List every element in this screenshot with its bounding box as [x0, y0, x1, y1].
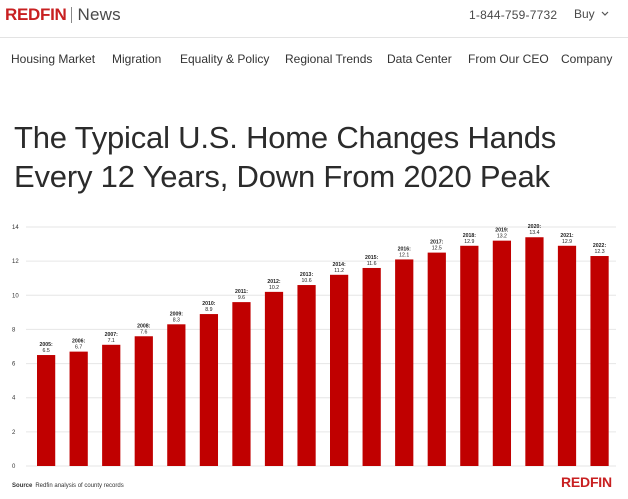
bar-value-label: 7.1 — [108, 338, 115, 344]
nav-item-data-center[interactable]: Data Center — [387, 52, 452, 66]
y-tick-label: 2 — [12, 430, 16, 436]
bar-year-label: 2014: — [332, 262, 346, 268]
chevron-down-icon — [601, 11, 609, 16]
chart-source: Source Redfin analysis of county records — [12, 483, 124, 489]
bar-value-label: 6.5 — [43, 348, 50, 354]
buy-menu-button[interactable]: Buy — [574, 7, 609, 21]
bar — [37, 355, 56, 466]
bar-year-label: 2011: — [235, 289, 248, 295]
y-tick-label: 12 — [12, 259, 19, 265]
nav-item-from-our-ceo[interactable]: From Our CEO — [468, 52, 549, 66]
bar-value-label: 13.4 — [529, 230, 539, 236]
bar-year-label: 2016: — [398, 246, 412, 252]
chart-redfin-logo: REDFIN — [561, 474, 612, 490]
nav-item-housing-market[interactable]: Housing Market — [11, 52, 96, 66]
bar — [362, 267, 381, 466]
source-label: Source — [12, 483, 33, 489]
y-tick-label: 10 — [12, 293, 19, 299]
bar-year-label: 2022: — [593, 243, 607, 249]
bar — [492, 240, 512, 466]
bar — [102, 344, 121, 466]
bar — [199, 314, 219, 466]
bar-year-label: 2017: — [430, 240, 444, 246]
bar — [557, 245, 577, 466]
bar-chart: 0 2 4 6 8 10 12 14 2005:6.5 2006:6.7 2007:7.1 2008:… — [12, 224, 616, 470]
y-tick-label: 6 — [12, 362, 16, 368]
bar — [427, 252, 446, 466]
bar — [69, 351, 88, 466]
top-header: REDFIN News 1-844-759-7732 Buy — [0, 0, 628, 30]
bar-year-label: 2018: — [463, 233, 477, 239]
nav-item-regional-trends[interactable]: Regional Trends — [285, 52, 373, 66]
bar-year-label: 2012: — [267, 279, 281, 285]
phone-link[interactable]: 1-844-759-7732 — [469, 8, 558, 22]
bar-value-label: 11.6 — [367, 261, 377, 267]
bar-year-label: 2013: — [300, 272, 314, 278]
bar-value-label: 7.6 — [140, 329, 147, 335]
bar-value-label: 8.9 — [205, 307, 212, 313]
bar — [525, 237, 544, 466]
main-nav: Housing Market Migration Equality & Poli… — [0, 50, 628, 70]
bar — [297, 285, 316, 466]
redfin-logo-text: REDFIN — [5, 5, 67, 24]
logo-divider — [71, 7, 73, 23]
nav-item-company[interactable]: Company — [561, 52, 613, 66]
bar — [590, 256, 609, 466]
news-section-label: News — [77, 5, 121, 24]
bar-year-label: 2021: — [560, 233, 574, 239]
bar-value-label: 13.2 — [497, 234, 507, 240]
bar — [395, 259, 414, 466]
nav-item-equality-policy[interactable]: Equality & Policy — [180, 52, 270, 66]
bar-year-label: 2015: — [365, 255, 379, 261]
bar-year-label: 2008: — [137, 323, 151, 329]
bar-value-label: 10.2 — [269, 285, 279, 291]
bar-year-label: 2010: — [202, 301, 216, 307]
bar-value-label: 8.3 — [173, 317, 180, 323]
bar-value-label: 12.5 — [432, 246, 442, 252]
bar-year-label: 2019: — [495, 228, 509, 234]
bar — [330, 274, 349, 466]
bar-year-label: 2006: — [72, 339, 86, 345]
source-text: Redfin analysis of county records — [35, 483, 124, 489]
bar — [264, 291, 284, 466]
chart-container: 0 2 4 6 8 10 12 14 2005: 6.5 2006: 6.7 2007: 7.1 2008:… — [0, 215, 628, 499]
bar — [134, 336, 153, 466]
bar-year-label: 2005: — [39, 342, 53, 348]
header-divider — [0, 37, 628, 38]
bar — [167, 324, 186, 466]
redfin-news-logo[interactable]: REDFIN News — [5, 4, 121, 26]
bar-value-label: 11.2 — [334, 268, 344, 274]
bar-value-label: 12.9 — [464, 239, 474, 245]
bar — [460, 245, 479, 466]
bar — [232, 302, 251, 466]
bar-value-label: 12.3 — [595, 249, 605, 255]
y-tick-label: 14 — [12, 225, 19, 231]
nav-item-migration[interactable]: Migration — [112, 52, 162, 66]
bar-year-label: 2009: — [170, 311, 184, 317]
article-headline: The Typical U.S. Home Changes Hands Ever… — [14, 118, 614, 196]
bar-value-label: 6.7 — [75, 345, 82, 351]
bar-value-label: 9.6 — [238, 295, 245, 301]
bar-value-label: 10.6 — [302, 278, 312, 284]
buy-label: Buy — [574, 7, 595, 21]
bar-year-label: 2007: — [105, 332, 119, 338]
y-tick-label: 4 — [12, 396, 16, 402]
bar-value-label: 12.1 — [399, 252, 409, 258]
bar-value-label: 12.9 — [562, 239, 572, 245]
y-tick-label: 8 — [12, 327, 16, 333]
bar-year-label: 2020: — [528, 224, 542, 230]
headline-line-2: Every 12 Years, Down From 2020 Peak — [14, 159, 550, 194]
headline-line-1: The Typical U.S. Home Changes Hands — [14, 120, 557, 155]
y-tick-label: 0 — [12, 464, 16, 470]
